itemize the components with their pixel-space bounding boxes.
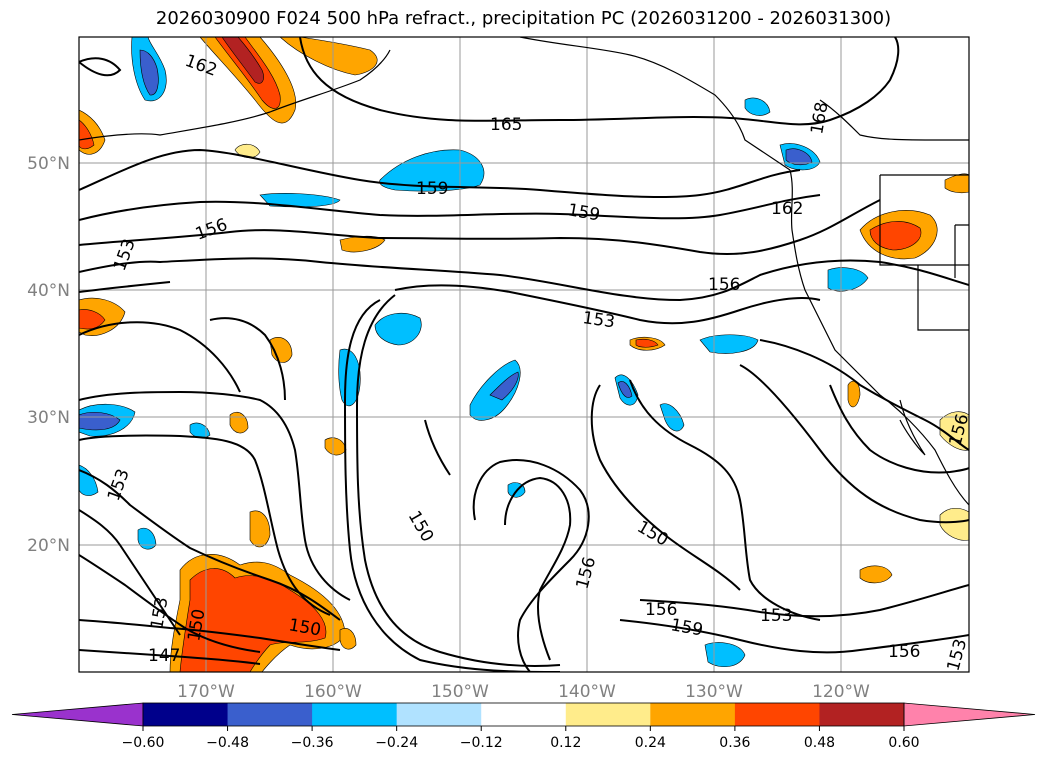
contour-label: 147 [148, 646, 180, 666]
colorbar-bin [650, 703, 736, 726]
map-panel: 162 165 168 159 159 162 156 153 156 153 … [79, 37, 974, 672]
height-contours [79, 37, 969, 672]
graticule [79, 37, 969, 672]
colorbar-extend-high [903, 702, 1036, 727]
longitude-labels: 170°W 160°W 150°W 140°W 130°W 120°W [177, 682, 870, 702]
colorbar-tick-label: 0.48 [804, 735, 835, 751]
contour-label: 159 [416, 179, 448, 199]
colorbar-bin [227, 703, 313, 726]
lat-label: 40°N [27, 281, 70, 301]
colorbar-tick-label: −0.48 [206, 735, 249, 751]
lat-label: 50°N [27, 154, 70, 174]
lon-label: 160°W [304, 682, 362, 702]
colorbar-tick-label: 0.36 [719, 735, 750, 751]
colorbar-extend-low [11, 702, 144, 727]
contour-label: 165 [490, 115, 522, 135]
colorbar-bin [143, 703, 229, 726]
contour-label: 162 [771, 199, 803, 219]
colorbar-frame [142, 702, 905, 727]
lat-label: 20°N [27, 536, 70, 556]
colorbar: −0.60 −0.48 −0.36 −0.24 −0.12 0.12 0.24 0.36 0.4… [11, 702, 1036, 751]
lon-label: 140°W [558, 682, 616, 702]
colorbar-bin [312, 703, 398, 726]
lon-label: 150°W [431, 682, 489, 702]
colorbar-tick-label: 0.12 [550, 735, 581, 751]
colorbar-tick-label: −0.24 [375, 735, 418, 751]
colorbar-tick-label: 0.24 [635, 735, 666, 751]
colorbar-bin [565, 703, 651, 726]
coastlines [79, 37, 969, 506]
contour-label: 156 [645, 600, 677, 620]
lat-label: 30°N [27, 408, 70, 428]
colorbar-tick-label: −0.36 [291, 735, 334, 751]
shaded-anomalies [79, 37, 969, 672]
colorbar-tick-label: −0.12 [460, 735, 503, 751]
contour-label: 156 [888, 642, 920, 662]
contour-label: 156 [708, 275, 740, 295]
contour-label: 153 [760, 606, 792, 626]
colorbar-bin [481, 703, 567, 726]
colorbar-bin [396, 703, 482, 726]
contour-label: 153 [581, 308, 616, 332]
colorbar-bin [734, 703, 820, 726]
contour-label: 156 [946, 412, 974, 449]
lon-label: 120°W [812, 682, 870, 702]
colorbar-bin [819, 703, 905, 726]
map-title: 2026030900 F024 500 hPa refract., precip… [155, 8, 892, 29]
map-frame [78, 36, 970, 673]
colorbar-tick-label: −0.60 [122, 735, 165, 751]
lon-label: 130°W [685, 682, 743, 702]
latitude-labels: 50°N 40°N 30°N 20°N [27, 154, 70, 556]
lon-label: 170°W [177, 682, 235, 702]
colorbar-tick-label: 0.60 [888, 735, 919, 751]
